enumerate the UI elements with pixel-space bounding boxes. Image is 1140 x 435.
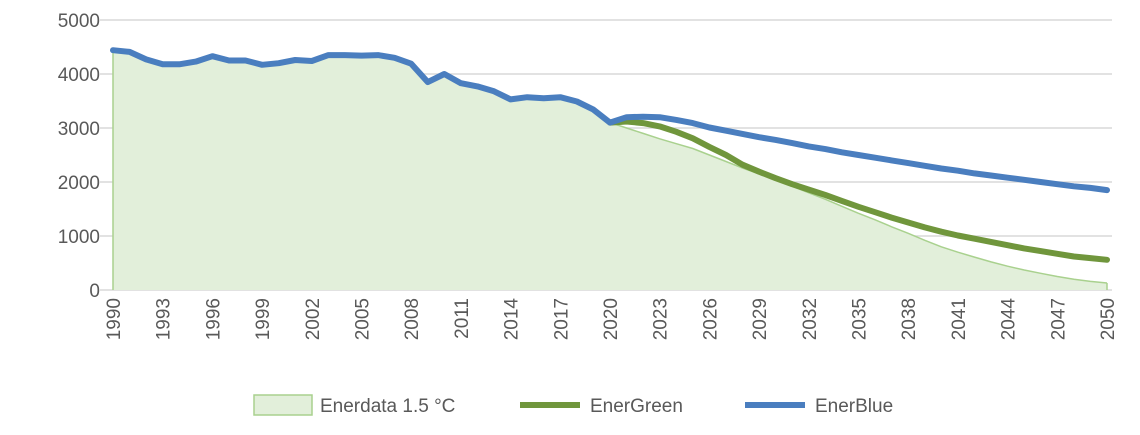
y-tick-label: 1000 — [58, 227, 100, 248]
y-axis-tick-labels: 0 1000 2000 3000 4000 5000 — [58, 11, 100, 302]
x-tick-label: 1996 — [203, 298, 224, 340]
y-tick-label: 4000 — [58, 65, 100, 86]
x-tick-label: 2044 — [999, 298, 1020, 341]
y-tick-label: 5000 — [58, 11, 100, 32]
x-tick-label: 2011 — [452, 298, 473, 339]
legend-label-energreen: EnerGreen — [590, 396, 683, 417]
legend: Enerdata 1.5 °C EnerGreen EnerBlue — [253, 394, 893, 417]
x-tick-label: 2020 — [601, 298, 622, 340]
x-tick-label: 2014 — [502, 298, 523, 341]
series-line-enerblue — [110, 47, 1110, 194]
x-tick-label: 1993 — [154, 298, 175, 340]
series-layer — [110, 47, 1110, 291]
legend-label-enerblue: EnerBlue — [815, 396, 893, 417]
x-tick-label: 2032 — [800, 298, 821, 340]
x-tick-label: 2008 — [402, 298, 423, 340]
x-tick-label: 2041 — [949, 298, 970, 340]
x-tick-label: 2017 — [551, 298, 572, 340]
y-tick-label: 2000 — [58, 173, 100, 194]
x-tick-label: 2023 — [651, 298, 672, 340]
x-tick-label: 1990 — [104, 298, 125, 340]
x-tick-label: 2035 — [850, 298, 871, 340]
x-tick-label: 1999 — [253, 298, 274, 340]
x-axis-tick-labels: 1990 1993 1996 1999 2002 2005 2008 2011 2014 2017… — [104, 298, 1119, 341]
legend-swatch-enerdata — [253, 394, 313, 416]
legend-label-enerdata: Enerdata 1.5 °C — [320, 396, 455, 417]
y-tick-label: 0 — [89, 281, 100, 302]
x-tick-label: 2047 — [1048, 298, 1069, 340]
x-tick-label: 2050 — [1098, 298, 1119, 340]
y-tick-label: 3000 — [58, 119, 100, 140]
x-tick-label: 2002 — [303, 298, 324, 340]
series-line-energreen — [607, 118, 1110, 263]
x-tick-label: 2026 — [700, 298, 721, 340]
x-tick-label: 2005 — [353, 298, 374, 340]
x-tick-label: 2038 — [899, 298, 920, 340]
x-tick-label: 2029 — [750, 298, 771, 340]
series-area-enerdata-1-5-c — [113, 50, 1107, 291]
